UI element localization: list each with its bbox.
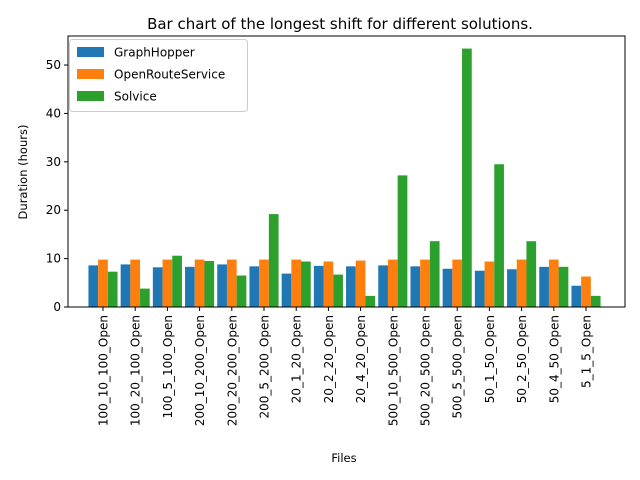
bar-solvice-13 — [526, 241, 537, 307]
bar-solvice-3 — [204, 261, 215, 307]
bar-openrouteservice-7 — [323, 261, 334, 307]
bar-solvice-0 — [107, 271, 118, 307]
bar-graphhopper-14 — [539, 266, 549, 307]
x-tick-label: 5_1_5_Open — [580, 315, 594, 388]
bar-graphhopper-7 — [313, 265, 324, 307]
bar-graphhopper-1 — [120, 264, 131, 307]
legend-swatch-solvice — [77, 91, 104, 101]
bar-solvice-5 — [268, 214, 279, 307]
x-tick-label: 500_5_500_Open — [451, 315, 465, 419]
bar-openrouteservice-2 — [162, 259, 173, 307]
bar-openrouteservice-4 — [226, 259, 237, 307]
bar-graphhopper-10 — [410, 266, 421, 307]
bar-solvice-2 — [172, 255, 182, 307]
legend: GraphHopper OpenRouteService Solvice — [69, 39, 248, 112]
bar-openrouteservice-10 — [420, 259, 430, 307]
bar-openrouteservice-12 — [484, 261, 495, 307]
bar-graphhopper-6 — [281, 273, 292, 307]
bar-solvice-8 — [365, 295, 376, 307]
bar-graphhopper-13 — [507, 269, 517, 307]
x-tick-label: 500_20_500_Open — [419, 315, 433, 426]
bars-group — [88, 48, 601, 307]
bar-graphhopper-3 — [185, 266, 195, 307]
bar-openrouteservice-6 — [291, 259, 302, 307]
y-axis: 0 10 20 30 40 50 — [46, 58, 68, 314]
bar-solvice-12 — [494, 164, 504, 307]
y-tick-label: 40 — [46, 106, 61, 120]
bar-solvice-9 — [397, 175, 408, 307]
x-axis: 100_10_100_Open 100_20_100_Open 100_5_100_… — [97, 307, 594, 426]
x-tick-label: 50_1_50_Open — [483, 315, 497, 403]
bar-openrouteservice-1 — [130, 259, 141, 307]
bar-graphhopper-0 — [88, 265, 99, 307]
bar-graphhopper-15 — [571, 285, 582, 307]
y-tick-label: 50 — [46, 58, 61, 72]
bar-solvice-6 — [301, 261, 311, 307]
x-tick-label: 500_10_500_Open — [386, 315, 400, 426]
bar-openrouteservice-15 — [581, 276, 591, 307]
bar-openrouteservice-3 — [194, 259, 205, 307]
bar-graphhopper-9 — [378, 265, 388, 307]
bar-openrouteservice-5 — [259, 259, 269, 307]
bar-openrouteservice-0 — [98, 259, 108, 307]
legend-label-solvice: Solvice — [114, 90, 157, 104]
legend-label-openrouteservice: OpenRouteService — [114, 68, 225, 82]
x-tick-label: 200_20_200_Open — [225, 315, 239, 426]
x-tick-label: 200_10_200_Open — [193, 315, 207, 426]
bar-openrouteservice-9 — [387, 259, 398, 307]
bar-graphhopper-11 — [442, 268, 453, 307]
y-axis-label: Duration (hours) — [16, 125, 30, 220]
x-tick-label: 100_5_100_Open — [161, 315, 175, 419]
bar-graphhopper-12 — [474, 270, 485, 307]
bar-solvice-1 — [140, 288, 150, 307]
legend-box — [69, 39, 248, 112]
x-axis-label: Files — [331, 451, 356, 465]
x-tick-label: 50_4_50_Open — [547, 315, 561, 403]
y-tick-label: 20 — [46, 203, 61, 217]
bar-solvice-11 — [462, 48, 472, 307]
bar-solvice-4 — [236, 275, 247, 307]
bar-solvice-7 — [333, 274, 343, 307]
x-tick-label: 50_2_50_Open — [515, 315, 529, 403]
x-tick-label: 200_5_200_Open — [258, 315, 272, 419]
bar-openrouteservice-11 — [452, 259, 463, 307]
chart-title: Bar chart of the longest shift for diffe… — [147, 15, 533, 33]
x-tick-label: 20_2_20_Open — [322, 315, 336, 403]
bar-graphhopper-8 — [346, 266, 356, 307]
bar-graphhopper-5 — [249, 266, 260, 307]
x-tick-label: 100_10_100_Open — [97, 315, 111, 426]
y-tick-label: 30 — [46, 155, 61, 169]
x-tick-label: 20_1_20_Open — [290, 315, 304, 403]
bar-graphhopper-2 — [152, 267, 163, 307]
bar-openrouteservice-13 — [516, 259, 527, 307]
bar-openrouteservice-14 — [548, 259, 559, 307]
x-tick-label: 100_20_100_Open — [129, 315, 143, 426]
bar-openrouteservice-8 — [355, 260, 366, 307]
plot-frame — [67, 35, 626, 308]
legend-swatch-graphhopper — [77, 47, 104, 57]
y-tick-label: 0 — [53, 300, 61, 314]
legend-swatch-openrouteservice — [77, 69, 104, 79]
bar-solvice-14 — [558, 266, 569, 307]
y-tick-label: 10 — [46, 252, 61, 266]
legend-label-graphhopper: GraphHopper — [114, 46, 195, 60]
bar-solvice-10 — [429, 241, 440, 307]
bar-graphhopper-4 — [217, 264, 227, 307]
x-tick-label: 20_4_20_Open — [354, 315, 368, 403]
bar-solvice-15 — [590, 295, 601, 307]
